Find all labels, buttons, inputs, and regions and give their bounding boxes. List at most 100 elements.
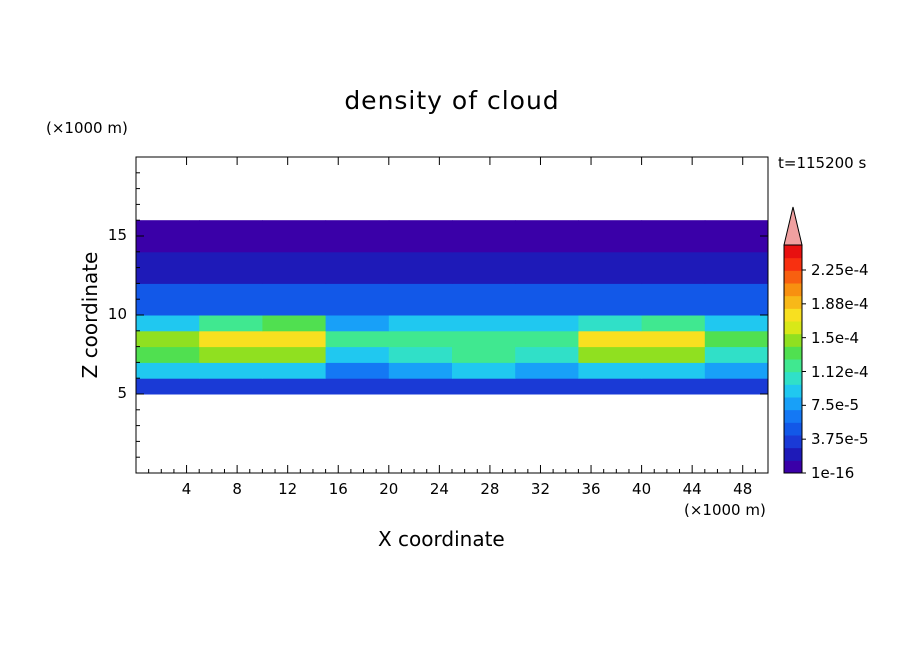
colorbar-swatch-9 [784, 346, 802, 360]
field-cell-7-2 [262, 220, 327, 253]
x-tick-label-24: 24 [429, 480, 449, 498]
y-tick-label-15: 15 [107, 226, 127, 244]
colorbar-label-2: 1.5e-4 [811, 328, 860, 347]
colorbar-label-6: 1e-16 [811, 464, 855, 482]
field-cell-2-8 [641, 346, 706, 363]
colorbar-swatch-0 [784, 460, 802, 474]
field-cell-2-0 [136, 346, 200, 363]
x-tick-label-20: 20 [379, 480, 399, 498]
field-cell-5-4 [388, 283, 453, 316]
field-cell-1-0 [136, 362, 200, 379]
x-axis-label: X coordinate [378, 527, 505, 551]
field-cell-5-0 [136, 283, 200, 316]
x-tick-label-28: 28 [480, 480, 500, 498]
x-tick-label-32: 32 [530, 480, 551, 498]
field-cell-0-4 [388, 378, 453, 395]
field-cell-4-1 [199, 315, 263, 332]
field-cell-7-0 [136, 220, 200, 253]
colorbar-swatch-4 [784, 409, 802, 423]
field-cell-1-6 [515, 362, 579, 379]
field-cell-3-5 [452, 330, 516, 348]
field-cell-6-7 [578, 251, 643, 284]
field-cell-6-3 [325, 251, 390, 284]
colorbar-frame [783, 244, 803, 474]
colorbar-swatch-6 [784, 384, 802, 398]
field-cell-6-4 [388, 251, 453, 284]
colorbar-swatch-15 [784, 270, 802, 284]
field-cell-7-7 [578, 220, 643, 253]
axis-ticks [136, 157, 768, 473]
field-cell-7-8 [641, 220, 706, 253]
field-cell-5-1 [199, 283, 263, 316]
x-tick-label-16: 16 [328, 480, 348, 498]
field-cell-3-0 [136, 330, 200, 348]
field-cell-0-1 [199, 378, 263, 395]
field-cell-3-1 [199, 330, 263, 348]
x-axis-unit: (×1000 m) [684, 501, 766, 519]
field-cell-4-5 [452, 315, 516, 332]
field-cell-3-3 [325, 330, 390, 348]
field-cell-0-8 [641, 378, 706, 395]
field-cell-2-2 [262, 346, 327, 363]
field-cell-6-6 [515, 251, 579, 284]
field-cell-7-5 [452, 220, 516, 253]
field-cell-2-7 [578, 346, 643, 363]
x-tick-label-12: 12 [278, 480, 298, 498]
field-cell-1-5 [452, 362, 516, 379]
field-cell-2-5 [452, 346, 516, 363]
field-cell-2-6 [515, 346, 579, 363]
field-cell-5-6 [515, 283, 579, 316]
field-cell-0-9 [704, 378, 769, 395]
field-cell-6-5 [452, 251, 516, 284]
colorbar-extend-arrow [783, 206, 803, 246]
field-cell-1-3 [325, 362, 390, 379]
colorbar-swatch-10 [784, 333, 802, 347]
field-cell-2-3 [325, 346, 390, 363]
colorbar-swatch-13 [784, 295, 802, 309]
field-cell-7-6 [515, 220, 579, 253]
colorbar-swatch-12 [784, 308, 802, 322]
field-cell-4-2 [262, 315, 327, 332]
chart-title: density of cloud [344, 86, 560, 115]
field-cell-0-7 [578, 378, 643, 395]
field-cell-5-7 [578, 283, 643, 316]
colorbar-swatch-1 [784, 447, 802, 461]
x-tick-label-4: 4 [181, 480, 192, 498]
colorbar-swatch-14 [784, 283, 802, 297]
field-cell-1-1 [199, 362, 263, 379]
field-cell-7-9 [704, 220, 769, 253]
x-tick-label-44: 44 [682, 480, 702, 498]
field-cell-4-4 [388, 315, 453, 332]
field-cell-3-9 [704, 330, 769, 348]
field-cell-0-5 [452, 378, 516, 395]
field-cell-4-3 [325, 315, 390, 332]
field-cell-6-9 [704, 251, 769, 284]
colorbar-label-4: 7.5e-5 [811, 396, 860, 415]
field-cell-1-8 [641, 362, 706, 379]
y-tick-label-5: 5 [117, 384, 127, 402]
field-cell-7-1 [199, 220, 263, 253]
field-cell-5-5 [452, 283, 516, 316]
field-cell-3-4 [388, 330, 453, 348]
x-tick-label-8: 8 [232, 480, 242, 498]
field-cell-3-6 [515, 330, 579, 348]
field-cell-3-2 [262, 330, 327, 348]
field-cell-3-8 [641, 330, 706, 348]
field-cell-5-8 [641, 283, 706, 316]
field-cell-7-3 [325, 220, 390, 253]
field-cell-6-1 [199, 251, 263, 284]
field-cell-1-4 [388, 362, 453, 379]
field-cell-4-8 [641, 315, 706, 332]
field-cell-2-1 [199, 346, 263, 363]
colorbar-swatch-3 [784, 422, 802, 436]
field-cell-4-0 [136, 315, 200, 332]
colorbar-swatch-5 [784, 397, 802, 411]
field-cell-4-9 [704, 315, 769, 332]
density-field [136, 220, 769, 395]
colorbar-swatch-7 [784, 371, 802, 385]
field-cell-4-7 [578, 315, 643, 332]
field-cell-7-4 [388, 220, 453, 253]
colorbar-swatch-8 [784, 359, 802, 373]
y-axis-unit: (×1000 m) [46, 119, 128, 137]
